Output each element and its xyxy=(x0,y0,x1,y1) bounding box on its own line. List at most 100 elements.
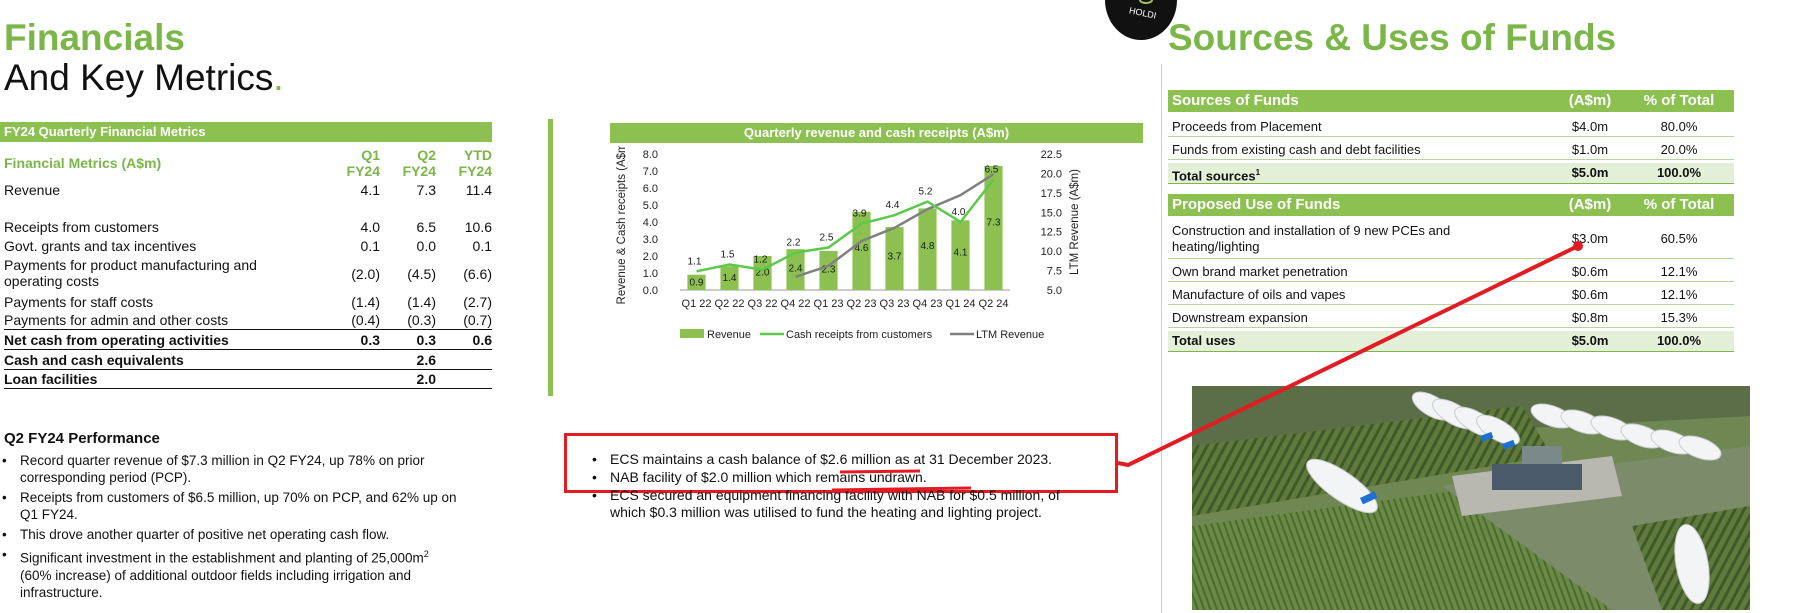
annotation-arrow-line xyxy=(1117,244,1579,468)
underlined-cash-balance: $2.6 million xyxy=(820,451,891,467)
y2-tick-label: 20.0 xyxy=(1041,168,1062,180)
cash-receipts-label: 5.2 xyxy=(919,187,933,198)
underline-cash-balance xyxy=(839,469,921,474)
col-header-ytd: YTD FY24 xyxy=(458,147,492,179)
revenue-bar-label: 4.8 xyxy=(921,241,935,252)
y2-tick-label: 5.0 xyxy=(1047,285,1062,297)
ltm-revenue-line xyxy=(795,173,995,278)
x-tick-label: Q2 22 xyxy=(715,298,745,310)
metrics-row-loan-facilities: Loan facilities 2.0 xyxy=(4,371,492,389)
y2-tick-label: 17.5 xyxy=(1041,188,1062,200)
revenue-bar-label: 4.1 xyxy=(954,248,968,259)
metrics-row-manufacturing: Payments for product manufacturing and op… xyxy=(4,257,492,289)
annotation-arrow-head xyxy=(1573,241,1583,251)
cash-receipts-label: 2.5 xyxy=(820,233,834,244)
revenue-bar xyxy=(786,249,805,290)
y-tick-label: 5.0 xyxy=(643,200,658,212)
performance-bullet: This drove another quarter of positive n… xyxy=(0,526,540,543)
farm-illustration xyxy=(1192,386,1750,610)
sources-total-row: Total sources1 $5.0m 100.0% xyxy=(1168,163,1734,184)
sources-row: Funds from existing cash and debt facili… xyxy=(1168,140,1734,160)
chart-title: Quarterly revenue and cash receipts (A$m… xyxy=(610,123,1143,143)
metrics-table-header: FY24 Quarterly Financial Metrics xyxy=(0,122,492,142)
legend-label-ltm: LTM Revenue xyxy=(976,329,1044,341)
legend-label-revenue: Revenue xyxy=(707,329,751,341)
y2-tick-label: 12.5 xyxy=(1041,227,1062,239)
y-tick-label: 0.0 xyxy=(643,285,658,297)
sources-row: Proceeds from Placement $4.0m 80.0% xyxy=(1168,117,1734,137)
metrics-row-net-cash: Net cash from operating activities 0.3 0.… xyxy=(4,332,492,350)
x-tick-label: Q3 22 xyxy=(748,298,778,310)
x-tick-label: Q1 23 xyxy=(814,298,844,310)
y-tick-label: 2.0 xyxy=(643,251,658,263)
revenue-bar-label: 7.3 xyxy=(987,218,1001,229)
metrics-row-grants: Govt. grants and tax incentives 0.1 0.0 0.… xyxy=(4,238,492,254)
performance-bullet: Record quarter revenue of $7.3 million i… xyxy=(0,452,540,486)
cash-bullet: ECS maintains a cash balance of $2.6 mil… xyxy=(590,451,1150,468)
revenue-bar-label: 3.7 xyxy=(888,251,902,262)
y-tick-label: 6.0 xyxy=(643,183,658,195)
revenue-bar-label: 0.9 xyxy=(690,278,704,289)
y2-tick-label: 15.0 xyxy=(1041,207,1062,219)
cash-bullet: ECS secured an equipment financing facil… xyxy=(590,487,1150,521)
metrics-label-header: Financial Metrics (A$m) xyxy=(4,155,162,171)
y-tick-label: 1.0 xyxy=(643,268,658,280)
revenue-bar-label: 1.4 xyxy=(723,273,737,284)
x-tick-label: Q4 22 xyxy=(781,298,811,310)
cash-receipts-label: 1.5 xyxy=(721,250,735,261)
y-tick-label: 8.0 xyxy=(643,149,658,161)
performance-heading: Q2 FY24 Performance xyxy=(4,430,160,447)
uses-header: Proposed Use of Funds (A$m) % of Total xyxy=(1168,194,1734,216)
revenue-bar xyxy=(918,208,937,290)
cash-receipts-label: 4.4 xyxy=(886,200,900,211)
page-title: Financials xyxy=(4,17,185,58)
cash-receipts-label: 1.2 xyxy=(754,255,768,266)
revenue-bar xyxy=(984,165,1003,290)
legend-label-cash: Cash receipts from customers xyxy=(786,329,933,341)
revenue-bar-label: 4.6 xyxy=(855,243,869,254)
revenue-bar xyxy=(687,274,706,290)
column-divider xyxy=(1161,64,1162,613)
cash-receipts-label: 2.2 xyxy=(787,238,801,249)
revenue-bar-label: 2.0 xyxy=(756,267,770,278)
cash-receipts-label: 1.1 xyxy=(688,256,702,267)
x-tick-label: Q3 23 xyxy=(880,298,910,310)
col-header-q1: Q1 FY24 xyxy=(346,147,380,179)
revenue-bar xyxy=(720,266,739,290)
performance-bullet: Receipts from customers of $6.5 million,… xyxy=(0,489,540,523)
revenue-bar-label: 2.4 xyxy=(789,264,803,275)
sources-header: Sources of Funds (A$m) % of Total xyxy=(1168,90,1734,112)
uses-row: Downstream expansion $0.8m 15.3% xyxy=(1168,308,1734,328)
revenue-bar xyxy=(819,250,838,290)
performance-bullets: Record quarter revenue of $7.3 million i… xyxy=(0,452,540,604)
y2-tick-label: 10.0 xyxy=(1041,246,1062,258)
y-tick-label: 3.0 xyxy=(643,234,658,246)
aerial-farm-photo xyxy=(1192,386,1750,610)
cash-receipts-label: 3.9 xyxy=(853,209,867,220)
uses-row: Manufacture of oils and vapes $0.6m 12.1… xyxy=(1168,285,1734,305)
col-header-q2: Q2 FY24 xyxy=(402,147,436,179)
revenue-chart: 0.0 1.0 2.0 3.0 4.0 5.0 6.0 7.0 8.0 5.0 7.5 10.0 12.… xyxy=(616,146,1081,341)
metrics-row-receipts: Receipts from customers 4.0 6.5 10.6 xyxy=(4,219,492,235)
legend-swatch-revenue xyxy=(680,329,704,338)
cash-receipts-label: 4.0 xyxy=(952,207,966,218)
x-tick-label: Q2 24 xyxy=(979,298,1009,310)
revenue-bar xyxy=(951,220,970,290)
section-divider xyxy=(548,119,553,396)
metrics-row-staff: Payments for staff costs (1.4) (1.4) (2.7) xyxy=(4,294,492,310)
revenue-bar xyxy=(852,211,871,290)
revenue-bar xyxy=(753,256,772,290)
y2-tick-label: 22.5 xyxy=(1041,149,1062,161)
performance-bullet: Significant investment in the establishm… xyxy=(0,546,540,601)
y-tick-label: 7.0 xyxy=(643,166,658,178)
cash-receipts-label: 6.5 xyxy=(985,165,999,176)
y2-axis-label: LTM Revenue (A$m) xyxy=(1069,169,1081,275)
y-axis-label: Revenue & Cash receipts (A$m) xyxy=(616,146,628,304)
revenue-bar xyxy=(885,227,904,290)
metrics-row-admin: Payments for admin and other costs (0.4)… xyxy=(4,312,492,330)
uses-row: Construction and installation of 9 new P… xyxy=(1168,221,1734,259)
y-tick-label: 4.0 xyxy=(643,217,658,229)
underline-undrawn xyxy=(831,486,972,492)
sources-uses-title: Sources & Uses of Funds xyxy=(1168,17,1617,58)
x-tick-label: Q1 22 xyxy=(682,298,712,310)
